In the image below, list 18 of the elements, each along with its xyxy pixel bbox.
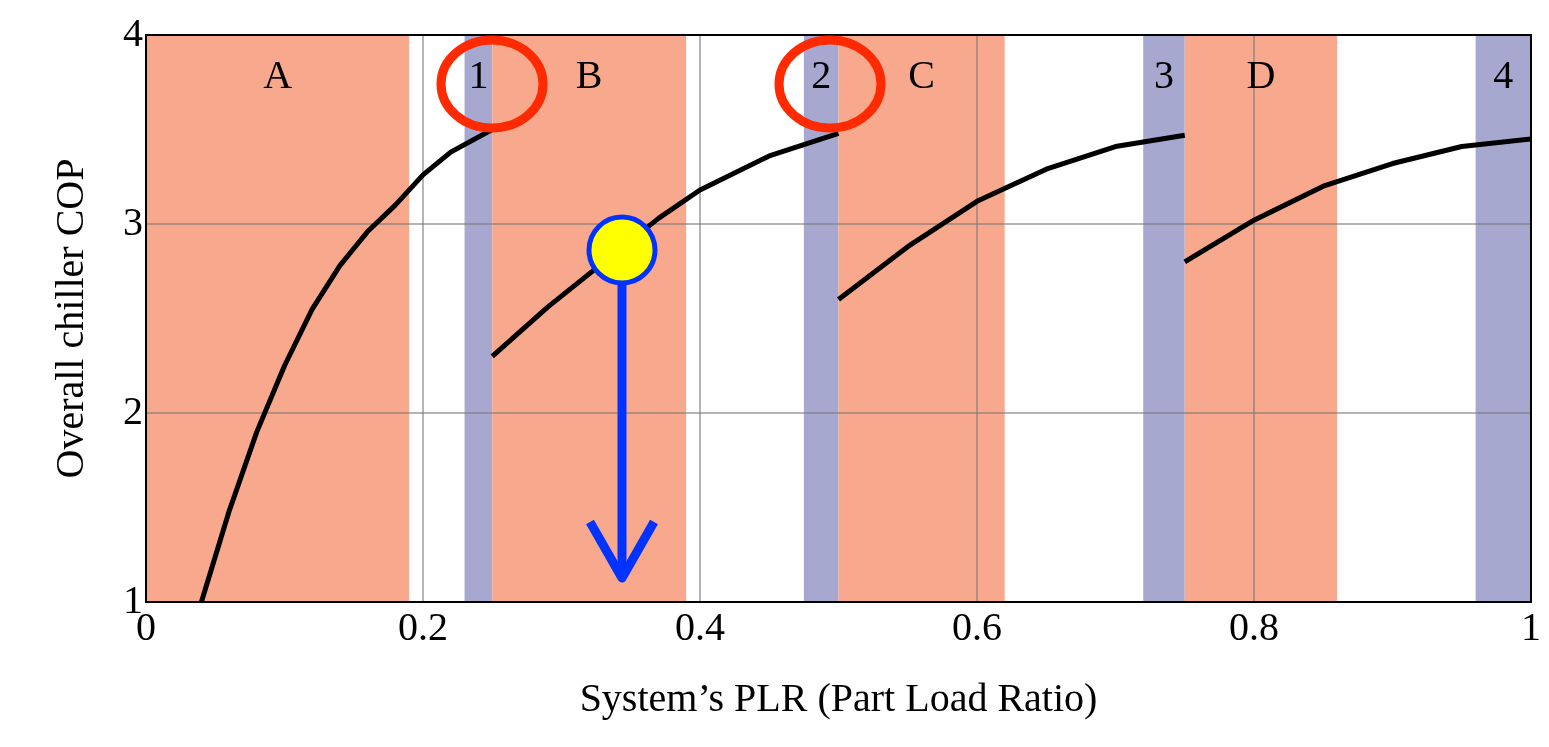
band-label: 3 bbox=[1153, 51, 1174, 97]
x-tick-label: 0.4 bbox=[675, 603, 725, 649]
band-label: 4 bbox=[1493, 51, 1514, 97]
x-axis-title: System’s PLR (Part Load Ratio) bbox=[579, 674, 1098, 720]
x-tick-label: 0.6 bbox=[952, 603, 1002, 649]
x-tick-label: 0.2 bbox=[398, 603, 448, 649]
x-tick-label: 1 bbox=[1521, 603, 1541, 649]
y-tick-label: 4 bbox=[123, 9, 143, 55]
y-axis-title: Overall chiller COP bbox=[46, 158, 92, 479]
y-tick-label: 3 bbox=[123, 198, 143, 244]
band-label: C bbox=[908, 51, 935, 97]
band-label: B bbox=[575, 51, 603, 97]
band-label: 2 bbox=[811, 51, 832, 97]
y-tick-label: 2 bbox=[123, 387, 143, 433]
band-label: 1 bbox=[468, 51, 489, 97]
band-label: A bbox=[263, 51, 293, 97]
x-tick-label: 0.8 bbox=[1229, 603, 1279, 649]
band-label: D bbox=[1246, 51, 1276, 97]
